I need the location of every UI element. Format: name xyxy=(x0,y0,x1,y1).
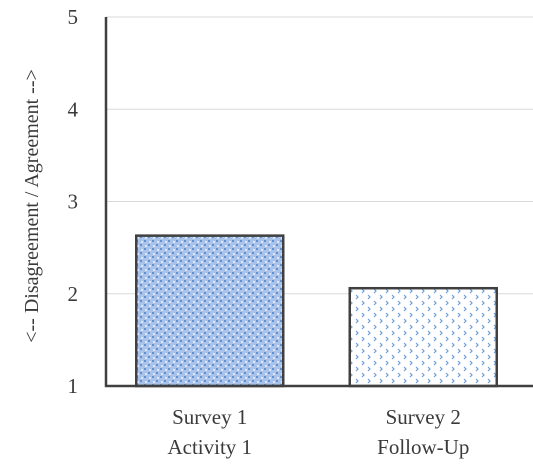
x-category-label-1-line-1: Survey 1 xyxy=(172,405,247,429)
x-category-label-1: Survey 1 Activity 1 xyxy=(167,405,252,459)
y-tick-labels: 1 2 3 4 5 xyxy=(68,5,79,398)
bars xyxy=(135,234,498,388)
bar-2 xyxy=(348,286,498,388)
x-category-label-1-line-2: Activity 1 xyxy=(167,435,252,459)
x-category-labels: Survey 1 Activity 1 Survey 2 Follow-Up xyxy=(167,405,469,459)
y-tick-label-3: 3 xyxy=(68,190,79,214)
bar-1 xyxy=(135,234,285,388)
y-tick-label-4: 4 xyxy=(68,97,79,121)
y-tick-label-2: 2 xyxy=(68,282,79,306)
y-axis-title: <-- Disagreement / Agreement --> xyxy=(21,69,43,343)
x-category-label-2-line-2: Follow-Up xyxy=(377,435,469,459)
x-category-label-2-line-1: Survey 2 xyxy=(386,405,461,429)
y-tick-label-1: 1 xyxy=(68,374,79,398)
axes xyxy=(104,17,533,388)
x-category-label-2: Survey 2 Follow-Up xyxy=(377,405,469,459)
y-tick-label-5: 5 xyxy=(68,5,79,29)
